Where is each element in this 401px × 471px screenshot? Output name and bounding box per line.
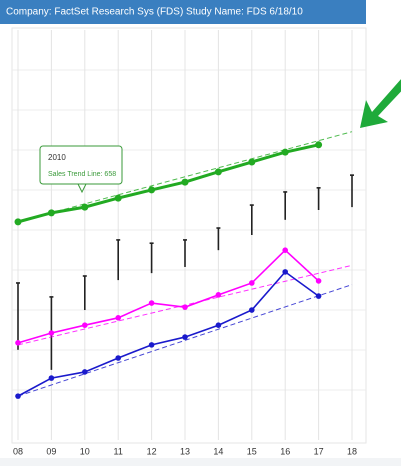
point (148, 186, 156, 194)
point (82, 369, 88, 375)
point (214, 168, 222, 176)
series-line (17, 143, 319, 224)
point (82, 322, 88, 329)
x-tick-label: 14 (213, 446, 223, 456)
point (249, 307, 255, 313)
tooltip-text: Sales Trend Line: 658 (48, 171, 116, 178)
x-tick-label: 12 (147, 446, 157, 456)
x-tick-label: 08 (13, 446, 23, 456)
point (315, 278, 322, 284)
x-tick-label: 16 (280, 446, 290, 456)
x-tick-label: 15 (247, 446, 257, 456)
x-tick-label: 10 (80, 446, 90, 456)
tooltip: 2010 Sales Trend Line: 658 (39, 145, 123, 194)
point (15, 340, 21, 346)
x-tick-label: 13 (180, 446, 190, 456)
point (148, 342, 155, 348)
point (215, 322, 222, 329)
series-line (17, 270, 320, 397)
tooltip-pointer (77, 183, 87, 194)
point (315, 141, 323, 149)
point (115, 355, 121, 361)
point (48, 330, 55, 336)
x-tick-label: 11 (114, 446, 123, 456)
header-bar (0, 0, 366, 24)
tooltip-title: 2010 (48, 153, 66, 162)
point (182, 304, 188, 310)
arrow (360, 79, 401, 128)
footer-strip (0, 458, 401, 466)
point (115, 315, 121, 321)
header-text: Company: FactSet Research Sys (FDS) Stud… (6, 7, 303, 18)
point (181, 178, 189, 186)
point (281, 148, 289, 156)
point (248, 158, 256, 166)
point (47, 209, 55, 217)
x-tick-label: 09 (46, 446, 56, 456)
point (114, 194, 122, 202)
tooltip-box (39, 145, 123, 185)
point (315, 293, 322, 299)
point (148, 300, 155, 306)
x-tick-label: 17 (314, 446, 324, 456)
point (249, 280, 255, 286)
point (282, 269, 289, 275)
point (48, 375, 55, 381)
point (182, 334, 188, 340)
point (282, 247, 289, 253)
point (215, 292, 222, 298)
point (15, 393, 21, 399)
point (81, 203, 89, 211)
series-line (17, 249, 320, 344)
trend-line (17, 284, 353, 397)
x-tick-label: 18 (347, 446, 357, 456)
trend-line (17, 131, 353, 223)
point (14, 218, 22, 226)
